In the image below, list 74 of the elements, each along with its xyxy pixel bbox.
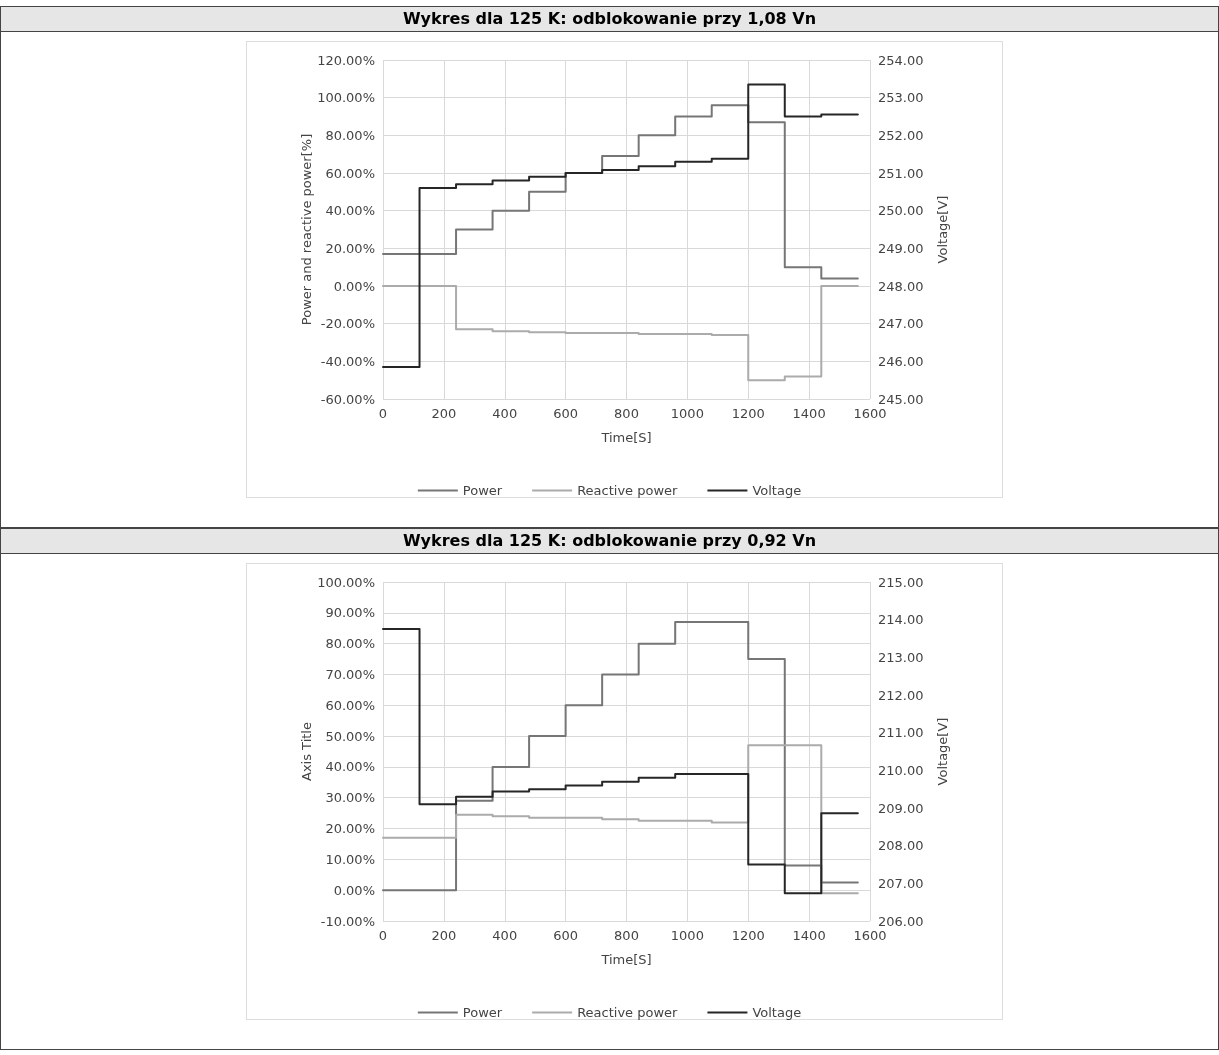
y2-tick-label: 206.00: [878, 913, 924, 929]
y-tick-label: -10.00%: [320, 913, 375, 929]
y-tick-label: 10.00%: [325, 851, 375, 867]
x-tick-label: 1200: [731, 928, 765, 943]
y-tick-label: -40.00%: [320, 353, 375, 369]
y-tick-label: 40.00%: [325, 203, 375, 219]
legend-label: Voltage: [752, 483, 802, 498]
y2-axis-title: Voltage[V]: [935, 195, 950, 264]
legend-label: Reactive power: [577, 1005, 679, 1020]
y-tick-label: 50.00%: [325, 728, 375, 744]
x-axis-title: Time[S]: [600, 430, 652, 445]
x-tick-label: 600: [553, 928, 579, 943]
y-tick-label: -20.00%: [320, 316, 375, 332]
x-tick-label: 400: [492, 406, 518, 421]
y-tick-label: 80.00%: [325, 127, 375, 143]
y2-axis-title: Voltage[V]: [935, 717, 950, 786]
x-tick-label: 0: [378, 928, 388, 943]
x-tick-label: 200: [431, 406, 457, 421]
y-axis-title: Axis Title: [299, 722, 315, 781]
y2-tick-label: 254.00: [878, 52, 924, 68]
x-tick-label: 200: [431, 928, 457, 943]
y-tick-label: 120.00%: [317, 52, 375, 68]
legend-label: Power: [462, 483, 503, 498]
y-tick-label: 100.00%: [317, 574, 375, 590]
y2-tick-label: 245.00: [878, 391, 924, 407]
y-tick-label: 30.00%: [325, 790, 375, 806]
x-tick-label: 800: [614, 928, 639, 943]
y-tick-label: 100.00%: [317, 90, 375, 106]
x-tick-label: 1000: [670, 406, 704, 421]
legend-label: Power: [462, 1005, 503, 1020]
x-axis-title: Time[S]: [600, 952, 652, 967]
chart-title: Wykres dla 125 K: odblokowanie przy 1,08 Vn: [1, 7, 1218, 32]
x-tick-label: 1400: [792, 928, 826, 943]
x-tick-label: 1600: [853, 928, 887, 943]
y2-tick-label: 212.00: [878, 687, 924, 703]
x-tick-label: 600: [553, 406, 579, 421]
x-tick-label: 1400: [792, 406, 826, 421]
y2-tick-label: 210.00: [878, 762, 924, 778]
y-tick-label: 60.00%: [325, 165, 375, 181]
y2-tick-label: 215.00: [878, 574, 924, 590]
y2-tick-label: 248.00: [878, 278, 924, 294]
legend-label: Voltage: [752, 1005, 802, 1020]
x-tick-label: 1600: [853, 406, 887, 421]
y-tick-label: 60.00%: [325, 697, 375, 713]
y2-tick-label: 246.00: [878, 353, 924, 369]
y-tick-label: 20.00%: [325, 821, 375, 837]
y2-tick-label: 213.00: [878, 649, 924, 665]
y-tick-label: -60.00%: [320, 391, 375, 407]
x-tick-label: 0: [378, 406, 388, 421]
y-axis-title: Power and reactive power[%]: [299, 133, 315, 326]
legend-label: Reactive power: [577, 483, 679, 498]
y-tick-label: 70.00%: [325, 666, 375, 682]
chart-title: Wykres dla 125 K: odblokowanie przy 0,92 Vn: [1, 529, 1218, 554]
x-tick-label: 800: [614, 406, 639, 421]
y2-tick-label: 253.00: [878, 90, 924, 106]
y2-tick-label: 247.00: [878, 316, 924, 332]
x-tick-label: 400: [492, 928, 518, 943]
y2-tick-label: 214.00: [878, 612, 924, 628]
y2-tick-label: 249.00: [878, 240, 924, 256]
y2-tick-label: 208.00: [878, 838, 924, 854]
y-tick-label: 0.00%: [333, 278, 375, 294]
y-tick-label: 90.00%: [325, 605, 375, 621]
y2-tick-label: 207.00: [878, 875, 924, 891]
y2-tick-label: 252.00: [878, 127, 924, 143]
y-tick-label: 0.00%: [333, 882, 375, 898]
y-tick-label: 40.00%: [325, 759, 375, 775]
x-tick-label: 1000: [670, 928, 704, 943]
y2-tick-label: 211.00: [878, 725, 924, 741]
y2-tick-label: 209.00: [878, 800, 924, 816]
y2-tick-label: 250.00: [878, 203, 924, 219]
x-tick-label: 1200: [731, 406, 765, 421]
y2-tick-label: 251.00: [878, 165, 924, 181]
y-tick-label: 80.00%: [325, 636, 375, 652]
y-tick-label: 20.00%: [325, 240, 375, 256]
